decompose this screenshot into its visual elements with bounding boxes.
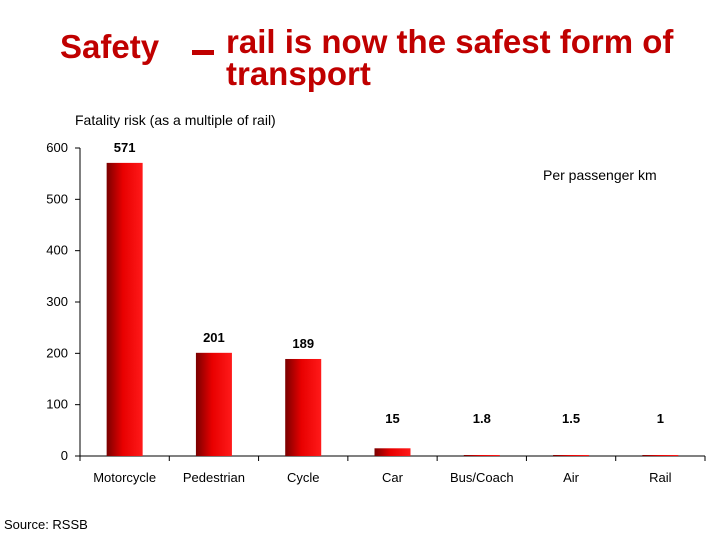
bar-rail [642, 455, 679, 456]
y-tick-label-400: 400 [46, 243, 68, 258]
title-safety: Safety [60, 28, 160, 65]
bar-car [374, 448, 411, 456]
category-label-car: Car [382, 470, 404, 485]
y-tick-label-0: 0 [61, 448, 68, 463]
y-tick-label-200: 200 [46, 345, 68, 360]
bar-pedestrian [195, 352, 232, 456]
y-tick-label-500: 500 [46, 191, 68, 206]
value-label-cycle: 189 [292, 336, 314, 351]
value-label-rail: 1 [657, 411, 664, 426]
value-label-bus-coach: 1.8 [473, 411, 491, 426]
bar-cycle [285, 358, 322, 456]
bar-air [553, 455, 590, 456]
source-note: Source: RSSB [4, 517, 88, 532]
y-tick-label-100: 100 [46, 397, 68, 412]
category-label-pedestrian: Pedestrian [183, 470, 245, 485]
y-tick-label-300: 300 [46, 294, 68, 309]
bar-motorcycle [106, 162, 143, 457]
y-tick-label-600: 600 [46, 140, 68, 155]
title-dash [192, 50, 214, 55]
category-label-cycle: Cycle [287, 470, 320, 485]
bar-bus-coach [463, 455, 500, 456]
title-rail-safest: rail is now the safest form of transport [226, 23, 674, 92]
value-label-air: 1.5 [562, 411, 580, 426]
value-label-motorcycle: 571 [114, 140, 136, 155]
y-axis-label: Fatality risk (as a multiple of rail) [75, 112, 276, 128]
per-passenger-km-note: Per passenger km [543, 167, 657, 183]
category-label-bus-coach: Bus/Coach [450, 470, 514, 485]
value-label-pedestrian: 201 [203, 330, 225, 345]
value-label-car: 15 [385, 411, 399, 426]
category-label-rail: Rail [649, 470, 672, 485]
category-label-motorcycle: Motorcycle [93, 470, 156, 485]
category-label-air: Air [563, 470, 580, 485]
